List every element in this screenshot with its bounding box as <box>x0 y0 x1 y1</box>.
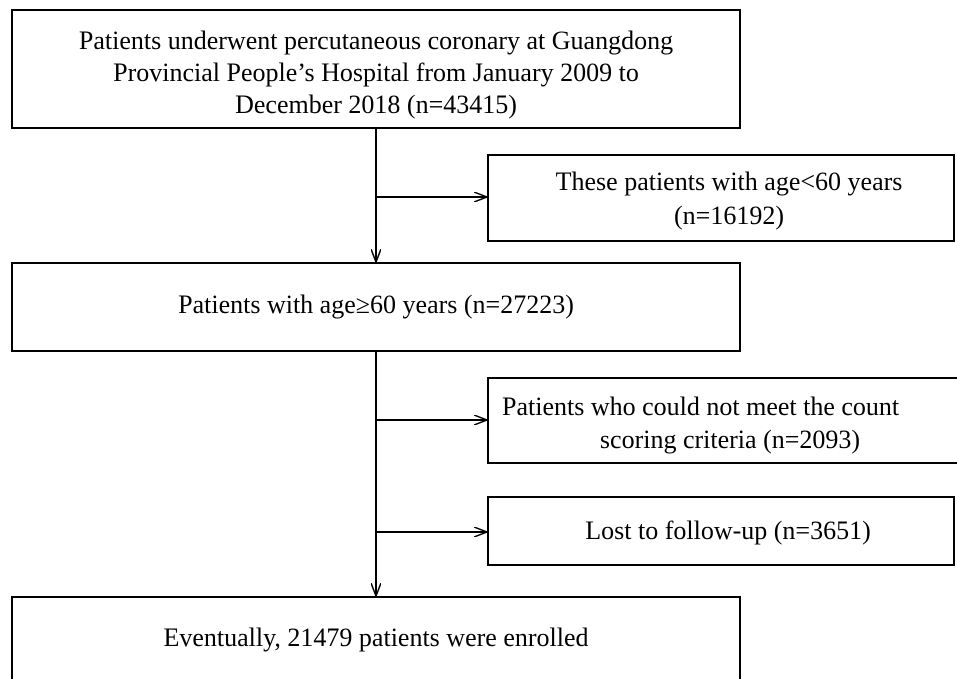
box <box>11 596 741 679</box>
node-text: These patients with age<60 years <box>556 167 903 196</box>
node-text: Patients underwent percutaneous coronary… <box>79 26 673 55</box>
node-text: Patients who could not meet the count <box>502 392 900 421</box>
box <box>487 496 955 566</box>
box <box>11 262 741 352</box>
node-text: December 2018 (n=43415) <box>235 90 517 119</box>
node-text: Lost to follow-up (n=3651) <box>585 516 870 545</box>
box <box>487 154 955 242</box>
node-text: Patients with age≥60 years (n=27223) <box>178 290 574 319</box>
box <box>487 377 957 464</box>
node-text: scoring criteria (n=2093) <box>600 425 860 454</box>
node-text: Provincial People’s Hospital from Januar… <box>113 58 639 87</box>
node-text: Eventually, 21479 patients were enrolled <box>163 623 588 652</box>
box <box>11 9 741 129</box>
node-text: (n=16192) <box>674 201 784 230</box>
